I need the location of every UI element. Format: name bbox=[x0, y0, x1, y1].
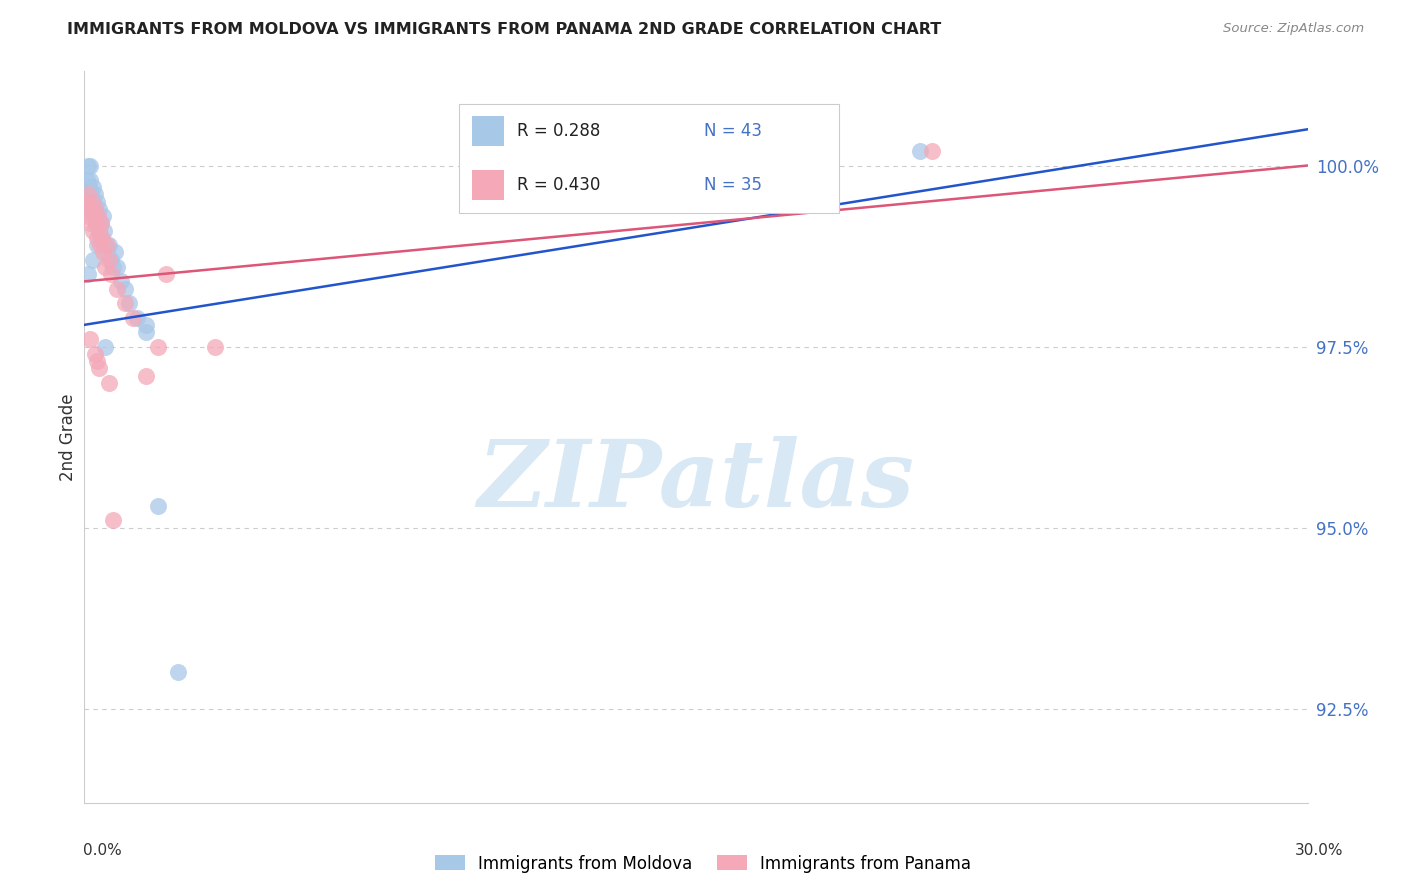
Point bbox=[110, 274, 132, 288]
Point bbox=[921, 144, 943, 158]
Point bbox=[90, 231, 112, 245]
Point bbox=[80, 187, 103, 202]
Point bbox=[146, 340, 169, 354]
Point bbox=[75, 194, 97, 209]
Point bbox=[79, 173, 101, 187]
Point bbox=[87, 224, 110, 238]
Point bbox=[83, 202, 105, 216]
Point bbox=[80, 202, 103, 216]
Point bbox=[82, 180, 104, 194]
Point bbox=[87, 361, 110, 376]
Point bbox=[91, 209, 114, 223]
Point bbox=[83, 347, 105, 361]
Point bbox=[87, 209, 110, 223]
Point bbox=[77, 194, 100, 209]
Point bbox=[83, 187, 105, 202]
Point bbox=[96, 245, 118, 260]
Point bbox=[86, 194, 108, 209]
Point bbox=[86, 238, 108, 252]
Point bbox=[114, 282, 136, 296]
Point bbox=[82, 194, 104, 209]
Point bbox=[100, 267, 122, 281]
Text: IMMIGRANTS FROM MOLDOVA VS IMMIGRANTS FROM PANAMA 2ND GRADE CORRELATION CHART: IMMIGRANTS FROM MOLDOVA VS IMMIGRANTS FR… bbox=[67, 22, 942, 37]
Point bbox=[86, 354, 108, 368]
Point bbox=[93, 340, 115, 354]
Point bbox=[101, 513, 124, 527]
Text: N = 35: N = 35 bbox=[704, 177, 762, 194]
Bar bbox=[460, 104, 839, 212]
Point bbox=[910, 144, 932, 158]
Point bbox=[77, 180, 100, 194]
Point bbox=[79, 332, 101, 346]
Point bbox=[118, 296, 141, 310]
Point bbox=[77, 187, 100, 202]
Point bbox=[79, 159, 101, 173]
Text: N = 43: N = 43 bbox=[704, 122, 762, 140]
Text: Source: ZipAtlas.com: Source: ZipAtlas.com bbox=[1223, 22, 1364, 36]
Point bbox=[76, 209, 98, 223]
Bar bbox=[472, 170, 505, 201]
Point bbox=[82, 252, 104, 267]
Point bbox=[84, 216, 107, 230]
Point bbox=[96, 238, 118, 252]
Point bbox=[79, 216, 101, 230]
Point bbox=[90, 231, 112, 245]
Point bbox=[114, 296, 136, 310]
Y-axis label: 2nd Grade: 2nd Grade bbox=[59, 393, 77, 481]
Point bbox=[84, 202, 107, 216]
Point bbox=[105, 282, 128, 296]
Point bbox=[77, 159, 100, 173]
Point bbox=[77, 267, 100, 281]
Text: 30.0%: 30.0% bbox=[1295, 843, 1343, 858]
Point bbox=[146, 499, 169, 513]
Point bbox=[97, 252, 120, 267]
Point bbox=[75, 187, 97, 202]
Point bbox=[135, 368, 157, 383]
Point bbox=[97, 376, 120, 390]
Point bbox=[76, 173, 98, 187]
Point bbox=[87, 224, 110, 238]
Point bbox=[93, 260, 115, 274]
Text: 0.0%: 0.0% bbox=[83, 843, 122, 858]
Point bbox=[77, 202, 100, 216]
Point bbox=[83, 209, 105, 223]
Point bbox=[86, 209, 108, 223]
Point bbox=[84, 216, 107, 230]
Point bbox=[90, 216, 112, 230]
Point bbox=[90, 216, 112, 230]
Point bbox=[89, 202, 111, 216]
Point bbox=[82, 209, 104, 223]
Text: ZIPatlas: ZIPatlas bbox=[478, 436, 914, 526]
Point bbox=[101, 260, 124, 274]
Point bbox=[122, 310, 145, 325]
Point bbox=[135, 325, 157, 339]
Point bbox=[86, 231, 108, 245]
Point bbox=[91, 245, 114, 260]
Point bbox=[127, 310, 149, 325]
Point bbox=[93, 238, 115, 252]
Legend: Immigrants from Moldova, Immigrants from Panama: Immigrants from Moldova, Immigrants from… bbox=[427, 848, 979, 880]
Text: R = 0.288: R = 0.288 bbox=[516, 122, 600, 140]
Point bbox=[80, 194, 103, 209]
Point bbox=[97, 238, 120, 252]
Point bbox=[135, 318, 157, 332]
Point bbox=[204, 340, 226, 354]
Point bbox=[89, 238, 111, 252]
Point bbox=[82, 224, 104, 238]
Point bbox=[100, 252, 122, 267]
Text: R = 0.430: R = 0.430 bbox=[516, 177, 600, 194]
Point bbox=[167, 665, 190, 680]
Point bbox=[155, 267, 177, 281]
Point bbox=[105, 260, 128, 274]
Point bbox=[93, 224, 115, 238]
Bar bbox=[472, 116, 505, 146]
Point bbox=[104, 245, 127, 260]
